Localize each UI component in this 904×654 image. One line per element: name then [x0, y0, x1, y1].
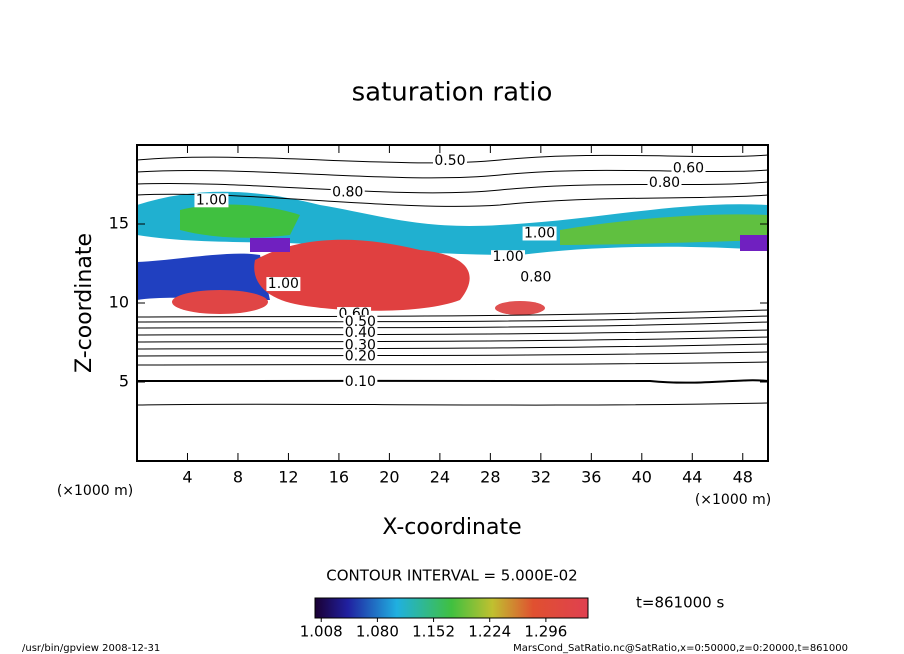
contour-label-bg	[647, 175, 682, 190]
x-axis-label: X-coordinate	[382, 515, 521, 540]
filled-region	[560, 214, 768, 245]
colorbar-tick-label: 1.008	[300, 623, 343, 641]
contour-label: 0.50	[434, 153, 465, 169]
contour-label-bg	[522, 226, 557, 241]
y-tick-label: 5	[119, 372, 129, 391]
contour-label: 0.20	[345, 349, 376, 365]
time-label: t=861000 s	[636, 594, 724, 612]
x-tick-label: 32	[531, 468, 551, 487]
y-tick-label: 15	[109, 214, 129, 233]
contour-label-bg	[343, 326, 378, 341]
colorbar-tick-label: 1.224	[468, 623, 511, 641]
contour-label: 1.00	[524, 225, 555, 241]
contour-label-bg	[194, 193, 229, 208]
contour-label: 1.00	[196, 192, 227, 208]
x-unit: (×1000 m)	[695, 492, 771, 508]
x-tick-label: 28	[480, 468, 500, 487]
filled-region	[172, 290, 268, 314]
colorbar	[314, 597, 589, 619]
x-tick-label: 44	[682, 468, 702, 487]
y-tick-label: 10	[109, 293, 129, 312]
contour-label: 0.30	[345, 338, 376, 354]
contour-lines	[137, 154, 768, 406]
contour-label: 0.60	[673, 161, 704, 177]
x-tick-label: 12	[278, 468, 298, 487]
colorbar-tick-label: 1.296	[524, 623, 567, 641]
filled-region	[254, 239, 470, 311]
x-tick-label: 24	[430, 468, 450, 487]
blank-region	[590, 250, 720, 330]
contour-label: 1.00	[492, 249, 523, 265]
contour-label-bg	[518, 270, 553, 285]
x-tick-label: 40	[632, 468, 652, 487]
contour-label-bg	[432, 153, 467, 168]
filled-region	[180, 204, 300, 238]
footer-left: /usr/bin/gpview 2008-12-31	[22, 643, 160, 654]
filled-region	[137, 253, 270, 300]
contour-label-bg	[343, 349, 378, 364]
contour-label-bg	[266, 277, 301, 292]
x-tick-label: 4	[182, 468, 192, 487]
contour-label: 0.80	[649, 175, 680, 191]
x-tick-label: 8	[233, 468, 243, 487]
x-tick-label: 20	[379, 468, 399, 487]
contour-label-bg	[330, 185, 365, 200]
x-tick-label: 36	[581, 468, 601, 487]
contour-label: 0.10	[345, 374, 376, 390]
colorbar-tick-label: 1.080	[356, 623, 399, 641]
y-axis-label: Z-coordinate	[72, 233, 97, 373]
contour-label: 0.80	[332, 184, 363, 200]
colorbar-tick-label: 1.152	[412, 623, 455, 641]
filled-region	[250, 238, 290, 252]
contour-label-bg	[343, 375, 378, 389]
contour-label: 0.80	[520, 270, 551, 286]
x-tick-label: 16	[329, 468, 349, 487]
footer-right: MarsCond_SatRatio.nc@SatRatio,x=0:50000,…	[513, 643, 848, 654]
contour-interval: CONTOUR INTERVAL = 5.000E-02	[326, 567, 577, 585]
y-unit: (×1000 m)	[57, 483, 133, 499]
contour-label: 0.50	[345, 314, 376, 330]
contour-label-bg	[343, 314, 378, 329]
chart-title: saturation ratio	[352, 78, 553, 108]
field	[137, 154, 768, 406]
filled-region	[495, 301, 545, 315]
filled-region	[740, 235, 768, 251]
contour-label: 1.00	[268, 276, 299, 292]
x-tick-label: 48	[733, 468, 753, 487]
contour-label-bg	[343, 338, 378, 353]
contour-label-bg	[671, 161, 706, 176]
contour-label: 0.40	[345, 325, 376, 341]
contour-label-bg	[491, 250, 526, 265]
